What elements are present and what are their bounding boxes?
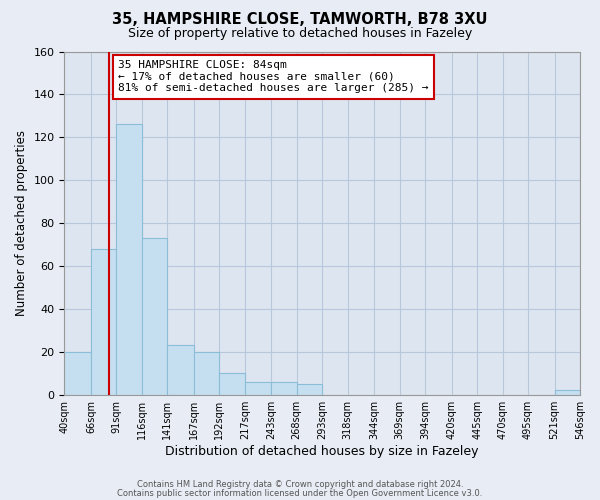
Bar [91,249,116,394]
Text: Size of property relative to detached houses in Fazeley: Size of property relative to detached ho… [128,28,472,40]
Bar [297,384,322,394]
Bar [554,390,580,394]
Text: Contains HM Land Registry data © Crown copyright and database right 2024.: Contains HM Land Registry data © Crown c… [137,480,463,489]
Bar [194,352,219,395]
Bar [271,382,297,394]
Bar [245,382,271,394]
X-axis label: Distribution of detached houses by size in Fazeley: Distribution of detached houses by size … [166,444,479,458]
Text: 35 HAMPSHIRE CLOSE: 84sqm
← 17% of detached houses are smaller (60)
81% of semi-: 35 HAMPSHIRE CLOSE: 84sqm ← 17% of detac… [118,60,429,94]
Bar [116,124,142,394]
Y-axis label: Number of detached properties: Number of detached properties [15,130,28,316]
Bar [142,238,167,394]
Text: Contains public sector information licensed under the Open Government Licence v3: Contains public sector information licen… [118,489,482,498]
Bar [219,374,245,394]
Text: 35, HAMPSHIRE CLOSE, TAMWORTH, B78 3XU: 35, HAMPSHIRE CLOSE, TAMWORTH, B78 3XU [112,12,488,28]
Bar [64,352,91,395]
Bar [167,346,194,395]
